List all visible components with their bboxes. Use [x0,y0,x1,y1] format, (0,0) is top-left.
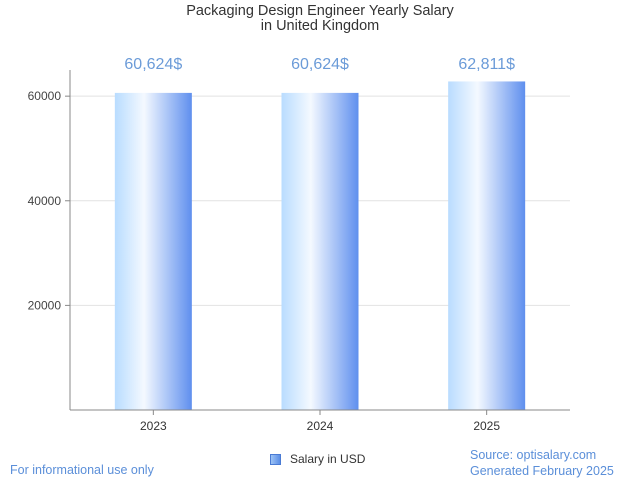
legend-swatch [270,453,281,465]
data-label: 62,811$ [458,56,515,73]
y-tick-label: 60000 [28,89,62,103]
bar [448,81,526,410]
bar [114,92,192,411]
bar [281,92,359,411]
x-tick-label: 2023 [140,419,167,433]
y-tick-label: 40000 [28,194,62,208]
chart-title: Packaging Design Engineer Yearly Salary … [0,4,640,34]
legend[interactable]: Salary in USD [270,452,365,466]
legend-label: Salary in USD [290,452,366,466]
chart-title-line-2: in United Kingdom [260,18,380,34]
generated-text: Generated February 2025 [470,463,614,478]
source-text: Source: optisalary.com [470,448,597,462]
chart-title-line-1: Packaging Design Engineer Yearly Salary [186,3,454,19]
x-tick-label: 2024 [307,419,334,433]
data-label: 60,624$ [124,56,182,73]
data-label: 60,624$ [291,56,349,73]
x-tick-label: 2025 [473,419,500,433]
y-tick-label: 20000 [28,298,62,312]
source-block: Source: optisalary.com Generated Februar… [470,448,614,479]
disclaimer-text: For informational use only [10,463,154,477]
